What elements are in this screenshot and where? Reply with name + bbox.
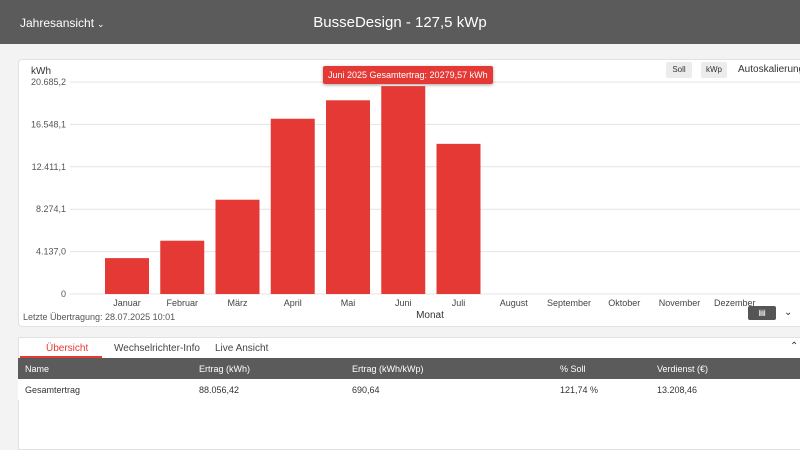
chevron-down-icon: ⌄ — [784, 307, 793, 318]
export-button[interactable]: ▤ — [748, 306, 776, 320]
chart-collapse-button[interactable]: ⌄ — [784, 307, 792, 318]
table-row: Gesamtertrag 88.056,42 690,64 121,74 % 1… — [18, 379, 800, 400]
tabs-collapse-button[interactable]: ⌃ — [790, 341, 798, 352]
active-tab-indicator — [20, 356, 102, 358]
column-header: Verdienst (€) — [657, 364, 709, 374]
view-select[interactable]: Jahresansicht ⌄ — [20, 16, 105, 30]
view-select-label: Jahresansicht — [20, 16, 95, 30]
table-cell: 88.056,42 — [199, 385, 240, 395]
chart-card — [18, 59, 800, 327]
soll-toggle-button[interactable]: Soll — [666, 62, 692, 78]
column-header: Ertrag (kWh/kWp) — [352, 364, 424, 374]
tab-live-ansicht[interactable]: Live Ansicht — [215, 343, 269, 354]
last-transfer-text: Letzte Übertragung: 28.07.2025 10:01 — [23, 312, 176, 322]
chevron-down-icon: ⌄ — [97, 19, 105, 29]
column-header: % Soll — [560, 364, 586, 374]
kwp-toggle-button[interactable]: kWp — [701, 62, 727, 78]
chevron-up-icon: ⌃ — [790, 341, 799, 352]
table-header: Name Ertrag (kWh) Ertrag (kWh/kWp) % Sol… — [18, 358, 800, 379]
tab-uebersicht[interactable]: Übersicht — [46, 343, 89, 354]
column-header: Name — [25, 364, 50, 374]
tab-wechselrichter-info[interactable]: Wechselrichter-Info — [114, 343, 200, 354]
autoscale-button[interactable]: Autoskalierung — [738, 64, 800, 75]
table-cell: 690,64 — [352, 385, 380, 395]
bar-tooltip: Juni 2025 Gesamtertrag: 20279,57 kWh — [323, 66, 493, 84]
table-cell: Gesamtertrag — [25, 385, 81, 395]
table-cell: 13.208,46 — [657, 385, 698, 395]
top-bar: Jahresansicht ⌄ BusseDesign - 127,5 kWp — [0, 0, 800, 44]
column-header: Ertrag (kWh) — [199, 364, 251, 374]
page-title: BusseDesign - 127,5 kWp — [313, 14, 487, 31]
table-cell: 121,74 % — [560, 385, 599, 395]
document-icon: ▤ — [758, 308, 766, 317]
